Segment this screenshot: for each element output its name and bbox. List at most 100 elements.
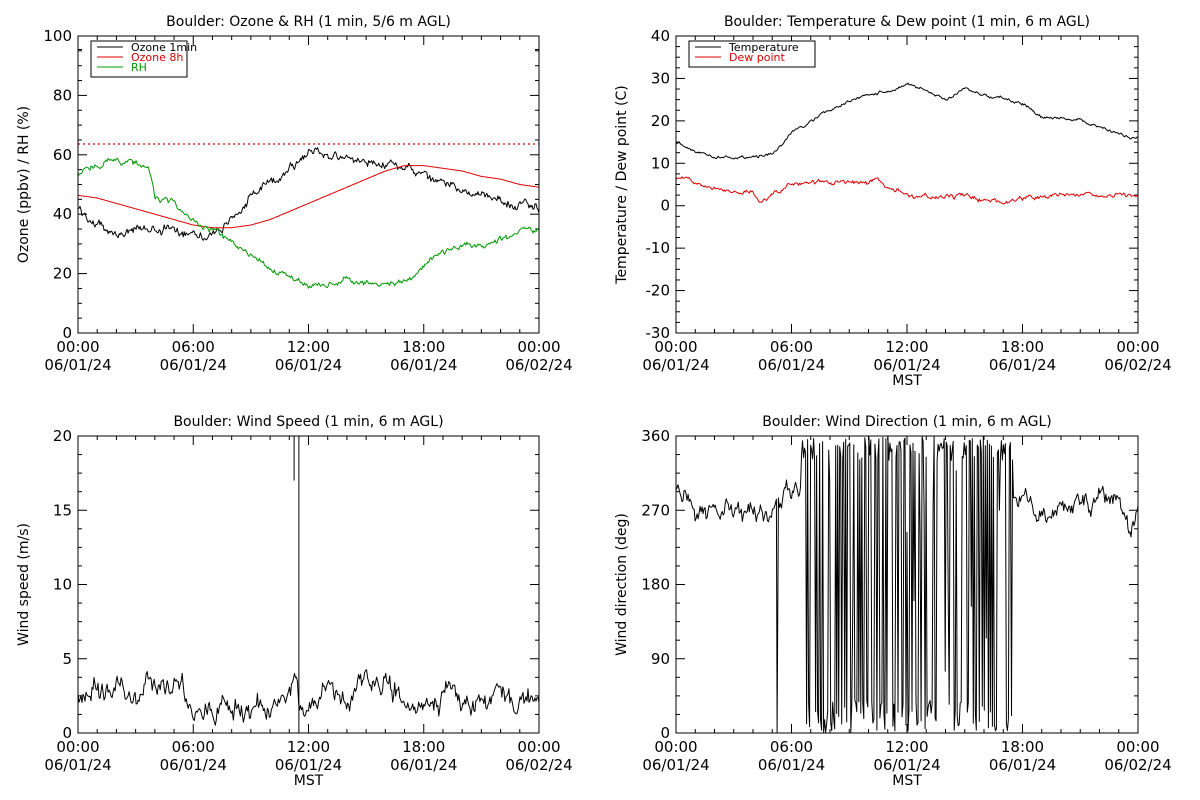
y-tick-label: -20 [646, 282, 671, 300]
y-tick-label: 10 [53, 576, 72, 594]
y-tick-label: 60 [53, 146, 72, 164]
x-tick-time: 00:00 [56, 738, 99, 756]
series-line-1 [676, 436, 1138, 733]
y-tick-label: -30 [646, 324, 671, 342]
x-axis-label: MST [892, 773, 922, 789]
x-tick-time: 00:00 [517, 738, 560, 756]
x-tick-date: 06/01/24 [642, 756, 709, 774]
x-tick-time: 00:00 [1116, 738, 1159, 756]
y-tick-label: 80 [53, 86, 72, 104]
x-tick-date: 06/02/24 [505, 356, 572, 374]
x-tick-time: 18:00 [1001, 738, 1044, 756]
x-tick-date: 06/01/24 [642, 356, 709, 374]
x-tick-time: 00:00 [654, 738, 697, 756]
y-axis-label: Temperature / Dew point (C) [614, 85, 630, 284]
x-tick-date: 06/02/24 [1104, 356, 1171, 374]
y-tick-label: 0 [660, 724, 670, 742]
y-tick-label: 180 [641, 576, 670, 594]
y-tick-label: 360 [641, 427, 670, 445]
x-tick-time: 18:00 [402, 338, 445, 356]
chart-panel-4: Boulder: Wind Direction (1 min, 6 m AGL)… [614, 414, 1172, 789]
y-axis-label: Ozone (ppbv) / RH (%) [16, 106, 32, 263]
series-line-3 [78, 157, 539, 289]
legend-label: Ozone 1min [131, 41, 197, 54]
series-line-1 [676, 82, 1138, 160]
x-axis-label: MST [294, 773, 324, 789]
x-tick-time: 00:00 [654, 338, 697, 356]
legend-label: Temperature [728, 41, 799, 54]
chart-panel-1: Boulder: Ozone & RH (1 min, 5/6 m AGL) 0 2… [16, 14, 573, 374]
plot-frame [77, 435, 540, 734]
y-axis-label: Wind speed (m/s) [16, 523, 32, 646]
x-tick-time: 12:00 [885, 338, 928, 356]
x-tick-date: 06/02/24 [505, 756, 572, 774]
x-tick-time: 18:00 [1001, 338, 1044, 356]
x-tick-date: 06/01/24 [390, 756, 457, 774]
chart-title: Boulder: Wind Speed (1 min, 6 m AGL) [173, 414, 443, 430]
x-tick-time: 12:00 [287, 738, 330, 756]
x-tick-date: 06/01/24 [989, 356, 1056, 374]
plot-area [78, 143, 539, 289]
y-tick-label: 5 [62, 650, 72, 668]
y-tick-label: 40 [651, 27, 670, 45]
y-tick-label: 30 [651, 69, 670, 87]
legend-label: Dew point [729, 51, 785, 64]
y-axis-label: Wind direction (deg) [614, 513, 630, 656]
x-tick-date: 06/01/24 [758, 356, 825, 374]
x-tick-time: 00:00 [517, 338, 560, 356]
y-tick-label: 20 [53, 265, 72, 283]
chart-panel-3: Boulder: Wind Speed (1 min, 6 m AGL) 0 5 10… [16, 414, 573, 789]
y-tick-label: 10 [651, 154, 670, 172]
legend-label: RH [131, 61, 147, 74]
y-tick-label: 15 [53, 501, 72, 519]
series-line-2 [78, 165, 539, 229]
y-tick-label: 90 [651, 650, 670, 668]
x-tick-date: 06/01/24 [873, 356, 940, 374]
y-tick-label: 0 [62, 324, 72, 342]
x-tick-time: 12:00 [287, 338, 330, 356]
x-tick-time: 06:00 [770, 738, 813, 756]
y-tick-label: -10 [646, 239, 671, 257]
y-tick-label: 0 [660, 197, 670, 215]
y-tick-label: 20 [53, 427, 72, 445]
series-line-2 [676, 176, 1138, 205]
plot-area [78, 436, 539, 733]
plot-frame [675, 435, 1139, 734]
plot-frame [675, 35, 1139, 334]
x-tick-date: 06/01/24 [390, 356, 457, 374]
chart-title: Boulder: Ozone & RH (1 min, 5/6 m AGL) [166, 14, 451, 30]
y-tick-label: 0 [62, 724, 72, 742]
series-line-1 [78, 147, 539, 241]
y-tick-label: 40 [53, 205, 72, 223]
x-tick-date: 06/01/24 [989, 756, 1056, 774]
plot-area [676, 82, 1138, 205]
series-line-1 [78, 669, 539, 726]
plot-frame [77, 35, 540, 334]
x-tick-time: 00:00 [56, 338, 99, 356]
legend-box [688, 40, 816, 68]
y-tick-label: 100 [43, 27, 72, 45]
x-tick-time: 06:00 [172, 338, 215, 356]
x-tick-date: 06/01/24 [44, 356, 111, 374]
x-axis-label: MST [892, 373, 922, 389]
chart-title: Boulder: Wind Direction (1 min, 6 m AGL) [762, 414, 1051, 430]
x-tick-date: 06/01/24 [160, 756, 227, 774]
x-tick-date: 06/02/24 [1104, 756, 1171, 774]
x-tick-date: 06/01/24 [758, 756, 825, 774]
legend-label: Ozone 8h [131, 51, 183, 64]
x-tick-time: 12:00 [885, 738, 928, 756]
x-tick-time: 06:00 [770, 338, 813, 356]
x-tick-time: 18:00 [402, 738, 445, 756]
x-tick-time: 06:00 [172, 738, 215, 756]
chart-panel-2: Boulder: Temperature & Dew point (1 min,… [614, 14, 1172, 389]
x-tick-date: 06/01/24 [160, 356, 227, 374]
plot-area [676, 436, 1138, 733]
x-tick-date: 06/01/24 [44, 756, 111, 774]
x-tick-date: 06/01/24 [275, 356, 342, 374]
chart-title: Boulder: Temperature & Dew point (1 min,… [724, 14, 1090, 30]
y-tick-label: 270 [641, 501, 670, 519]
y-tick-label: 20 [651, 112, 670, 130]
x-tick-date: 06/01/24 [873, 756, 940, 774]
